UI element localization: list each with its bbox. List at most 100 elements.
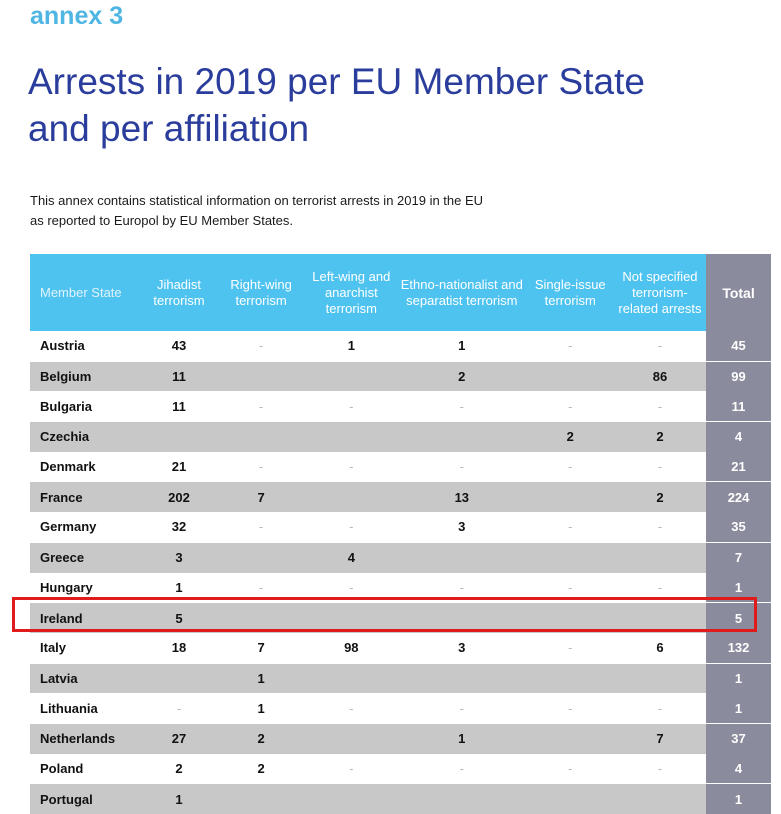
value-cell — [613, 542, 707, 573]
value-cell: 43 — [141, 331, 217, 362]
value-cell: - — [613, 391, 707, 423]
arrests-table-container: Member State Jihadist terrorism Right-wi… — [30, 254, 771, 814]
value-cell — [396, 421, 527, 452]
value-cell — [141, 663, 217, 694]
value-cell — [216, 602, 306, 633]
table-row: Czechia 2 2 4 — [30, 421, 771, 452]
value-cell: - — [305, 391, 397, 423]
value-cell: 3 — [396, 632, 527, 664]
value-cell: - — [526, 331, 614, 362]
value-cell — [305, 481, 397, 513]
value-cell — [305, 663, 397, 694]
value-cell: 2 — [216, 753, 306, 785]
value-cell: - — [216, 572, 306, 604]
value-cell — [216, 361, 306, 392]
value-cell: 32 — [141, 512, 217, 543]
value-cell: 21 — [141, 451, 217, 483]
annex-label: annex 3 — [30, 2, 124, 30]
value-cell — [305, 783, 397, 814]
total-cell: 132 — [706, 632, 771, 664]
value-cell: 11 — [141, 361, 217, 392]
value-cell: 6 — [613, 632, 707, 664]
value-cell — [526, 723, 614, 754]
column-header-member-state: Member State — [30, 254, 142, 331]
member-state-cell: France — [30, 481, 142, 513]
arrests-table: Member State Jihadist terrorism Right-wi… — [30, 254, 771, 814]
member-state-cell: Latvia — [30, 663, 142, 694]
value-cell — [141, 421, 217, 452]
column-header-ethno-nationalist: Ethno-nationalist and separatist terrori… — [396, 254, 527, 331]
table-row: Greece 3 4 7 — [30, 542, 771, 573]
member-state-cell: Bulgaria — [30, 391, 142, 423]
value-cell: - — [526, 451, 614, 483]
table-header-row: Member State Jihadist terrorism Right-wi… — [30, 254, 771, 331]
member-state-cell: Italy — [30, 632, 142, 664]
value-cell: 4 — [305, 542, 397, 573]
value-cell: - — [396, 391, 527, 423]
value-cell: 1 — [396, 331, 527, 362]
total-cell: 1 — [706, 572, 771, 604]
value-cell: - — [396, 693, 527, 724]
member-state-cell: Netherlands — [30, 723, 142, 754]
table-row: Ireland 5 5 — [30, 602, 771, 633]
value-cell — [216, 421, 306, 452]
page-title: Arrests in 2019 per EU Member State and … — [28, 58, 645, 152]
value-cell: 1 — [141, 783, 217, 814]
value-cell — [613, 663, 707, 694]
table-row: Portugal 1 1 — [30, 783, 771, 814]
total-cell: 11 — [706, 391, 771, 423]
table-row: Denmark 21- - - - -21 — [30, 451, 771, 483]
value-cell — [396, 663, 527, 694]
value-cell — [613, 783, 707, 814]
value-cell — [305, 723, 397, 754]
intro-line-1: This annex contains statistical informat… — [30, 193, 484, 208]
value-cell — [305, 361, 397, 392]
column-header-total: Total — [706, 254, 771, 331]
member-state-cell: Czechia — [30, 421, 142, 452]
total-cell: 224 — [706, 481, 771, 513]
value-cell: - — [526, 572, 614, 604]
value-cell: - — [526, 632, 614, 664]
value-cell: - — [526, 753, 614, 785]
total-cell: 7 — [706, 542, 771, 573]
value-cell: - — [305, 693, 397, 724]
table-row: Latvia 1 1 — [30, 663, 771, 694]
value-cell: 3 — [141, 542, 217, 573]
value-cell: - — [216, 512, 306, 543]
value-cell — [526, 783, 614, 814]
value-cell: - — [613, 451, 707, 483]
value-cell: - — [526, 512, 614, 543]
title-line-2: and per affiliation — [28, 108, 310, 149]
total-cell: 45 — [706, 331, 771, 362]
total-cell: 4 — [706, 421, 771, 452]
table-row: Hungary 1- - - - -1 — [30, 572, 771, 604]
value-cell — [396, 783, 527, 814]
total-cell: 21 — [706, 451, 771, 483]
column-header-not-specified: Not specified terrorism-related arrests — [613, 254, 707, 331]
value-cell: 7 — [216, 632, 306, 664]
value-cell: 1 — [216, 693, 306, 724]
value-cell: - — [613, 331, 707, 362]
value-cell — [396, 602, 527, 633]
member-state-cell: Portugal — [30, 783, 142, 814]
total-cell: 5 — [706, 602, 771, 633]
title-line-1: Arrests in 2019 per EU Member State — [28, 61, 645, 102]
total-cell: 1 — [706, 783, 771, 814]
value-cell — [526, 481, 614, 513]
intro-line-2: as reported to Europol by EU Member Stat… — [30, 213, 294, 228]
value-cell: - — [613, 753, 707, 785]
value-cell: 11 — [141, 391, 217, 423]
value-cell: 98 — [305, 632, 397, 664]
value-cell — [526, 361, 614, 392]
value-cell: 1 — [396, 723, 527, 754]
value-cell: 2 — [216, 723, 306, 754]
value-cell — [216, 783, 306, 814]
value-cell — [305, 602, 397, 633]
value-cell: - — [216, 391, 306, 423]
table-row: Belgium 11 2 86 99 — [30, 361, 771, 392]
value-cell: 1 — [141, 572, 217, 604]
value-cell: - — [141, 693, 217, 724]
value-cell: 2 — [613, 421, 707, 452]
total-cell: 37 — [706, 723, 771, 754]
value-cell — [526, 542, 614, 573]
